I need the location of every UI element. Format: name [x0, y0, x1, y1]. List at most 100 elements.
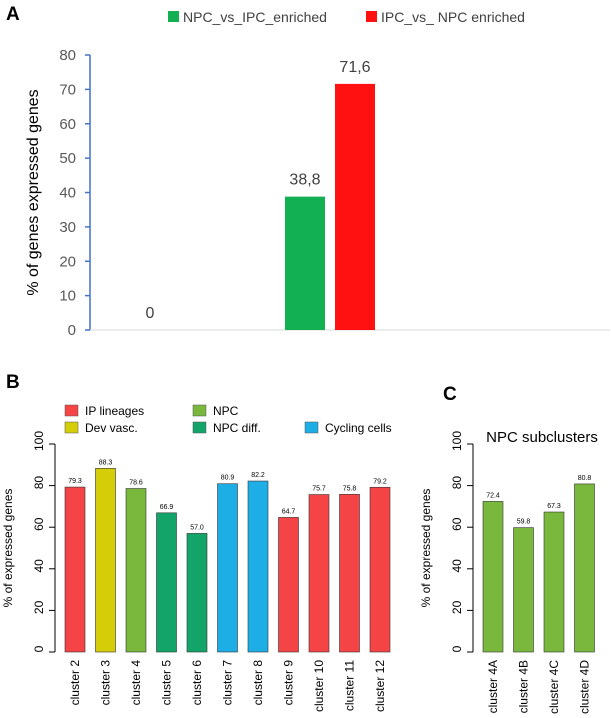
panel-c-bar: [482, 501, 504, 653]
panel-a-bar: [335, 83, 375, 330]
panel-b-y-tick-label: 100: [32, 431, 46, 451]
panel-b-data-label: 79.3: [68, 478, 82, 485]
panel-a-y-tick-label: 50: [59, 150, 76, 167]
panel-b-bars: 79.3 cluster 2 88.3 cluster 3 78.6 cluster 4 6…: [64, 459, 391, 712]
panel-c-data-label: 72.4: [486, 492, 500, 499]
panel-a-y-tick-label: 0: [68, 322, 76, 339]
panel-a-y-ticks: 0 10 20 30 40 50 60 70 80: [59, 47, 90, 339]
panel-b-x-tick-label: cluster 10: [312, 660, 326, 712]
panel-b-y-tick-label: 0: [32, 645, 46, 652]
panel-b-legend-label: IP lineages: [85, 404, 144, 418]
panel-a-y-tick-label: 20: [59, 253, 76, 270]
panel-c-bar: [574, 483, 595, 653]
panel-a-data-label: 71,6: [339, 59, 370, 76]
panel-a-y-tick-label: 70: [59, 81, 76, 98]
panel-c-x-tick-label: cluster 4B: [517, 660, 531, 713]
panel-b-data-label: 57.0: [190, 524, 204, 531]
panel-b-legend-swatch: [304, 421, 319, 434]
panel-b: B IP lineages Dev vasc. NPC NPC diff. Cyclin…: [1, 372, 392, 712]
panel-c-y-tick-label: 80: [450, 476, 464, 490]
panel-a-legend-label: NPC_vs_IPC_enriched: [183, 9, 327, 25]
panel-a-legend-swatch: [168, 11, 179, 22]
panel-a-y-tick-label: 40: [59, 185, 76, 202]
panel-c-x-tick-label: cluster 4D: [578, 660, 592, 714]
panel-b-data-label: 79.2: [373, 478, 387, 485]
panel-b-x-tick-label: cluster 8: [251, 660, 265, 706]
panel-b-label: B: [6, 372, 20, 393]
panel-b-legend-label: Dev vasc.: [85, 421, 138, 435]
panel-a-bar: [285, 196, 325, 330]
panel-a-legend-label: IPC_vs_ NPC enriched: [381, 9, 525, 25]
panel-c-bar: [513, 527, 534, 653]
panel-a: A NPC_vs_IPC_enriched IPC_vs_ NPC enriche…: [6, 4, 610, 339]
panel-b-y-tick-label: 40: [32, 559, 46, 573]
panel-b-bar: [217, 483, 238, 653]
panel-c-label: C: [443, 384, 457, 405]
panel-c-y-ticks: 0 20 40 60 80 100: [450, 431, 473, 653]
panel-a-y-tick-label: 80: [59, 47, 76, 64]
panel-b-data-label: 64.7: [282, 508, 296, 515]
panel-a-legend: NPC_vs_IPC_enriched IPC_vs_ NPC enriched: [168, 9, 525, 25]
panel-c-y-tick-label: 40: [450, 559, 464, 573]
panel-b-x-tick-label: cluster 9: [282, 660, 296, 706]
panel-b-bar: [339, 494, 360, 653]
panel-b-legend-swatch: [64, 421, 79, 434]
panel-a-y-tick-label: 60: [59, 116, 76, 133]
panel-c-y-tick-label: 0: [450, 645, 464, 652]
panel-b-legend-label: NPC: [213, 404, 239, 418]
panel-a-legend-swatch: [366, 11, 377, 22]
panel-b-bar: [64, 486, 86, 653]
panel-b-data-label: 75.7: [312, 486, 326, 493]
panel-b-bar: [369, 486, 391, 653]
panel-b-x-tick-label: cluster 2: [68, 660, 82, 706]
panel-b-bar: [308, 494, 330, 653]
panel-c-y-tick-label: 20: [450, 600, 464, 614]
panel-b-legend: IP lineages Dev vasc. NPC NPC diff. Cycling …: [64, 404, 392, 435]
panel-b-bar: [186, 533, 208, 653]
panel-b-data-label: 88.3: [99, 459, 113, 466]
panel-b-bar: [247, 480, 269, 653]
panel-b-x-tick-label: cluster 3: [99, 660, 113, 706]
panel-c-x-tick-label: cluster 4C: [547, 660, 561, 714]
panel-b-legend-swatch: [192, 421, 207, 434]
panel-b-legend-swatch: [64, 404, 79, 417]
panel-b-data-label: 75.8: [343, 485, 357, 492]
panel-b-data-label: 80.9: [221, 475, 235, 482]
panel-c-y-axis-label: % of expressed genes: [419, 489, 433, 608]
panel-a-y-tick-label: 10: [59, 288, 76, 305]
panel-b-x-tick-label: cluster 7: [221, 660, 235, 706]
panel-b-legend-label: Cycling cells: [325, 421, 392, 435]
panel-c-bars: 72.4 cluster 4A 59.8 cluster 4B 67.3 cluster …: [482, 475, 595, 714]
panel-c-data-label: 67.3: [547, 503, 561, 510]
panel-b-y-tick-label: 80: [32, 476, 46, 490]
panel-a-y-axis-label: % of genes expressed genes: [25, 89, 42, 295]
panel-c-y-tick-label: 100: [450, 431, 464, 451]
panel-b-bar: [95, 468, 116, 653]
panel-b-x-tick-label: cluster 12: [373, 660, 387, 712]
panel-a-data-label: 0: [146, 305, 155, 322]
panel-b-legend-swatch: [192, 404, 207, 417]
panel-b-bar: [156, 512, 177, 653]
panel-b-data-label: 78.6: [129, 480, 143, 487]
panel-c-x-tick-label: cluster 4A: [486, 660, 500, 713]
panel-b-bar: [125, 488, 147, 653]
panel-b-y-axis-label: % of expressed genes: [1, 489, 15, 608]
panel-c-data-label: 59.8: [517, 519, 531, 526]
panel-b-x-tick-label: cluster 6: [190, 660, 204, 706]
panel-a-y-tick-label: 30: [59, 219, 76, 236]
panel-b-x-tick-label: cluster 11: [343, 660, 357, 711]
panel-c-y-tick-label: 60: [450, 517, 464, 531]
panel-a-label: A: [6, 4, 20, 25]
panel-b-data-label: 82.2: [251, 472, 265, 479]
panel-a-bars: 0 38,8 71,6: [146, 59, 375, 330]
panel-a-data-label: 38,8: [289, 172, 320, 189]
panel-b-x-tick-label: cluster 4: [129, 660, 143, 706]
panel-c-data-label: 80.8: [578, 475, 592, 482]
panel-b-x-tick-label: cluster 5: [160, 660, 174, 706]
panel-c-title: NPC subclusters: [486, 429, 598, 446]
panel-c-bar: [543, 511, 565, 653]
panel-b-y-tick-label: 60: [32, 517, 46, 531]
panel-b-y-ticks: 0 20 40 60 80 100: [32, 431, 55, 653]
panel-b-bar: [278, 517, 299, 653]
